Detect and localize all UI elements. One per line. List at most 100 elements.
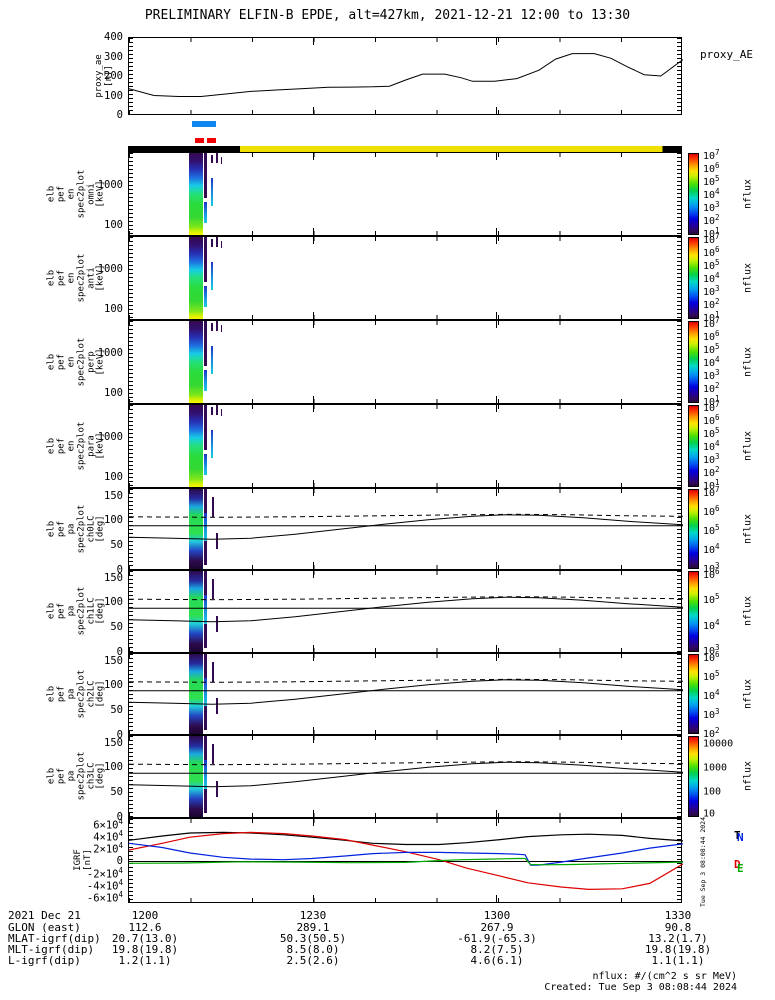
burst-stripe xyxy=(188,736,203,817)
tick-label: 103 xyxy=(703,451,720,467)
burst-stripe xyxy=(204,541,207,565)
tick-label: 102 xyxy=(703,464,720,480)
tick-label: 10000 xyxy=(703,738,734,750)
panel-pa-ch0lc xyxy=(128,488,683,570)
curve-N xyxy=(129,842,683,866)
panel-pa-ch3lc xyxy=(128,735,683,818)
curve-loss-cone xyxy=(129,679,683,705)
tick-label: 0 xyxy=(116,729,123,741)
tick-label: 0 xyxy=(116,109,123,121)
tick-label: -4×104 xyxy=(86,877,123,893)
row-value: 289.1 xyxy=(296,921,330,934)
loss-cone-lines xyxy=(129,761,683,788)
yticks-anti: 1000 100 xyxy=(58,236,126,320)
tick-label: 50 xyxy=(110,621,123,633)
tick-label: 104 xyxy=(703,617,720,633)
tick-label: 102 xyxy=(703,725,720,741)
spectrogram-burst-layer xyxy=(129,405,681,487)
tick-label: 106 xyxy=(703,412,720,428)
tick-label: 100 xyxy=(104,387,123,399)
tick-label: 2×104 xyxy=(93,840,123,856)
tick-label: 105 xyxy=(703,257,720,273)
burst-stripe xyxy=(204,623,207,648)
tick-label: 103 xyxy=(703,199,720,215)
burst-stripe xyxy=(216,153,219,163)
panel-igrf xyxy=(128,818,683,903)
colorbar-unit-perp: nflux xyxy=(742,346,754,378)
yticks-ch2lc: 150 100 50 0 xyxy=(58,653,126,742)
page-title: PRELIMINARY ELFIN-B EPDE, alt=427km, 202… xyxy=(144,8,631,23)
burst-stripe xyxy=(204,760,207,789)
tick-label: 0 xyxy=(116,564,123,576)
burst-stripe xyxy=(188,654,203,734)
igrf-legend-T: T xyxy=(734,829,741,842)
curve-proxy_AE xyxy=(129,53,683,97)
colorbar-ticks-perp: 107 106 105 104 103 102 101 xyxy=(703,316,747,408)
tick-label: 100 xyxy=(104,761,123,773)
yticks-omni: 1000 100 xyxy=(58,152,126,236)
panel-proxy-ae xyxy=(128,37,683,115)
tick-label: 105 xyxy=(703,522,720,538)
burst-stripe xyxy=(188,489,203,569)
colorbar-anti xyxy=(688,237,699,319)
tick-label: 102 xyxy=(703,380,720,396)
panel-energy-perp xyxy=(128,320,682,404)
spectrogram-burst-layer xyxy=(129,153,681,235)
panel-pa-ch1lc xyxy=(128,570,683,653)
panel-energy-anti xyxy=(128,236,682,320)
igrf-legend-N: N xyxy=(737,831,744,844)
tick-label: 106 xyxy=(703,328,720,344)
tick-label: 106 xyxy=(703,503,720,519)
burst-stripe xyxy=(211,497,214,517)
proxy-ae-right-label: proxy_AE xyxy=(700,48,753,61)
burst-stripe xyxy=(204,321,207,367)
curve-E xyxy=(129,857,683,866)
tick-label: 104 xyxy=(703,270,720,286)
row-value: 4.6(6.1) xyxy=(470,954,524,967)
tick-label: 150 xyxy=(104,654,123,667)
annotation-row-l: L-igrf(dip) 1.2(1.1) 2.5(2.6) 4.6(6.1) 1… xyxy=(0,954,775,967)
row-value: 13.2(1.7) xyxy=(648,932,708,945)
tick-label: 105 xyxy=(703,173,720,189)
status-bar-black-yellow xyxy=(128,146,682,152)
tick-label: 0 xyxy=(116,855,123,867)
burst-stripe xyxy=(204,736,207,761)
side-created-timestamp: Tue Sep 3 08:08:44 2024 xyxy=(699,816,707,908)
burst-stripe xyxy=(210,345,214,375)
colorbar-unit-ch3lc: nflux xyxy=(742,760,754,792)
yticks-igrf: 6×104 4×104 2×104 0 -2×104 -4×104 -6×104 xyxy=(58,817,126,905)
colorbar-perp xyxy=(688,321,699,403)
burst-stripe xyxy=(210,154,214,163)
burst-stripe xyxy=(188,571,203,652)
colorbar-ticks-omni: 107 106 105 104 103 102 101 xyxy=(703,148,747,240)
row-label: L-igrf(dip) xyxy=(8,954,81,967)
igrf-legend-E: E xyxy=(737,862,744,875)
burst-stripe xyxy=(204,678,207,706)
tick-label: 105 xyxy=(703,668,720,684)
curve-anti-loss-cone-dashed xyxy=(129,513,683,518)
tick-label: 100 xyxy=(703,786,722,798)
tick-label: 150 xyxy=(104,489,123,502)
row-value: 2.5(2.6) xyxy=(286,954,340,967)
burst-stripe xyxy=(188,321,203,403)
burst-stripe xyxy=(220,241,223,248)
row-value: 1330 xyxy=(664,909,692,922)
tick-label: 1000 xyxy=(97,263,123,275)
igrf-curves xyxy=(129,831,683,891)
burst-stripe xyxy=(210,177,214,207)
colorbar-ticks-ch2lc: 106 105 104 103 102 xyxy=(703,650,747,740)
colorbar-unit-ch1lc: nflux xyxy=(742,595,754,627)
colorbar-ticks-ch0lc: 107 106 105 104 103 xyxy=(703,485,747,575)
tick-label: 100 xyxy=(104,596,123,608)
burst-stripe xyxy=(216,698,218,714)
igrf-legend-D: D xyxy=(734,858,741,871)
tick-label: 50 xyxy=(110,704,123,716)
tick-label: 105 xyxy=(703,591,720,607)
tick-label: 1000 xyxy=(703,762,728,774)
burst-stripe xyxy=(211,744,214,765)
tick-label: 1000 xyxy=(97,347,123,359)
row-value: 112.6 xyxy=(128,921,162,934)
panel-energy-para xyxy=(128,404,682,488)
burst-stripe xyxy=(210,238,214,247)
